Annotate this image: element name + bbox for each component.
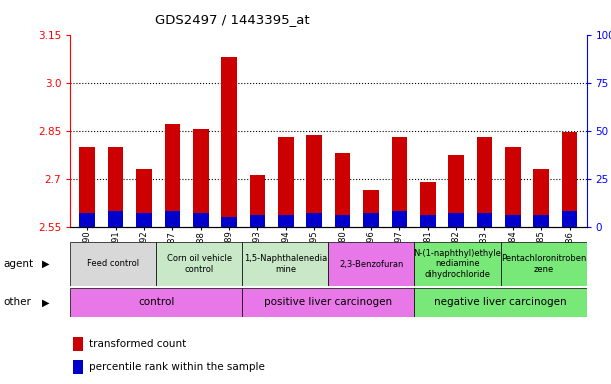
Bar [108, 147, 123, 227]
Bar [243, 242, 328, 286]
Bar [392, 211, 407, 227]
Bar [73, 360, 82, 374]
Bar [533, 215, 549, 227]
Bar [505, 147, 521, 227]
Text: negative liver carcinogen: negative liver carcinogen [434, 297, 567, 308]
Text: other: other [3, 297, 31, 308]
Bar [136, 169, 152, 227]
Bar [70, 242, 156, 286]
Bar [329, 242, 414, 286]
Bar [307, 135, 322, 227]
Text: Corn oil vehicle
control: Corn oil vehicle control [167, 254, 232, 274]
Bar [193, 129, 208, 227]
Text: N-(1-naphthyl)ethyle
nediamine
dihydrochloride: N-(1-naphthyl)ethyle nediamine dihydroch… [414, 249, 502, 279]
Bar [533, 169, 549, 227]
Bar [221, 57, 237, 227]
Bar [420, 182, 436, 227]
Bar [243, 288, 414, 317]
Bar [221, 217, 237, 227]
Bar [193, 213, 208, 227]
Bar [73, 337, 82, 351]
Bar [79, 213, 95, 227]
Bar [477, 213, 492, 227]
Bar [448, 154, 464, 227]
Bar [562, 211, 577, 227]
Text: control: control [138, 297, 175, 308]
Bar [414, 288, 587, 317]
Bar [164, 211, 180, 227]
Text: 1,5-Naphthalenedia
mine: 1,5-Naphthalenedia mine [244, 254, 327, 274]
Bar [278, 137, 294, 227]
Text: agent: agent [3, 259, 33, 269]
Text: 2,3-Benzofuran: 2,3-Benzofuran [339, 260, 404, 268]
Bar [278, 215, 294, 227]
Text: positive liver carcinogen: positive liver carcinogen [265, 297, 392, 308]
Bar [108, 211, 123, 227]
Bar [505, 215, 521, 227]
Bar [250, 215, 265, 227]
Text: ▶: ▶ [42, 297, 49, 308]
Bar [363, 213, 379, 227]
Bar [562, 132, 577, 227]
Bar [448, 213, 464, 227]
Text: transformed count: transformed count [89, 339, 186, 349]
Bar [250, 175, 265, 227]
Text: percentile rank within the sample: percentile rank within the sample [89, 362, 265, 372]
Bar [136, 213, 152, 227]
Bar [477, 137, 492, 227]
Bar [156, 242, 243, 286]
Bar [500, 242, 587, 286]
Text: Feed control: Feed control [87, 260, 139, 268]
Bar [335, 153, 350, 227]
Bar [307, 213, 322, 227]
Text: GDS2497 / 1443395_at: GDS2497 / 1443395_at [155, 13, 310, 26]
Bar [392, 137, 407, 227]
Bar [420, 215, 436, 227]
Bar [363, 190, 379, 227]
Text: ▶: ▶ [42, 259, 49, 269]
Bar [414, 242, 500, 286]
Bar [70, 288, 243, 317]
Text: Pentachloronitroben
zene: Pentachloronitroben zene [501, 254, 586, 274]
Bar [164, 124, 180, 227]
Bar [335, 215, 350, 227]
Bar [79, 147, 95, 227]
